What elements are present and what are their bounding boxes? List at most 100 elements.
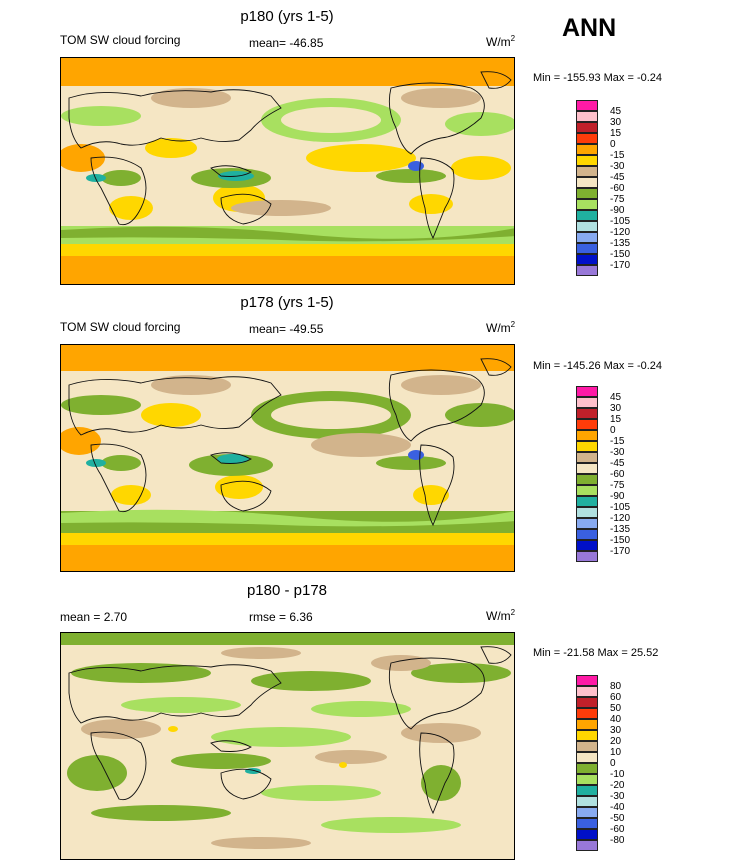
colorbar-swatch xyxy=(576,111,598,122)
panel-rmse-label: rmse = 6.36 xyxy=(249,610,313,624)
colorbar-swatch xyxy=(576,807,598,818)
colorbar-swatch xyxy=(576,697,598,708)
colorbar-swatch xyxy=(576,829,598,840)
colorbar-swatch xyxy=(576,452,598,463)
map-p180 xyxy=(60,57,515,285)
colorbar-label: 80 xyxy=(610,681,622,692)
season-label: ANN xyxy=(562,14,617,42)
colorbar-swatch xyxy=(576,166,598,177)
colorbar-swatch xyxy=(576,485,598,496)
colorbar-label: -15 xyxy=(610,150,625,161)
colorbar-label: -45 xyxy=(610,458,625,469)
colorbar-label: 30 xyxy=(610,117,622,128)
panel-left-label: TOM SW cloud forcing xyxy=(60,33,181,47)
colorbar-label: -150 xyxy=(610,249,631,260)
panel-title: p180 - p178 xyxy=(246,582,328,599)
colorbar-swatch xyxy=(576,397,598,408)
colorbar-label: -60 xyxy=(610,824,625,835)
panel-mean-label: mean= -49.55 xyxy=(249,322,324,336)
colorbar-swatch xyxy=(576,254,598,265)
colorbar-swatch xyxy=(576,551,598,562)
panel-title: p178 (yrs 1-5) xyxy=(240,294,334,311)
colorbar-label: -105 xyxy=(610,216,631,227)
map-p178 xyxy=(60,344,515,572)
panel-units: W/m2 xyxy=(486,608,516,623)
colorbar-swatch xyxy=(576,540,598,551)
panel-title: p180 (yrs 1-5) xyxy=(240,8,334,25)
colorbar-label: -80 xyxy=(610,835,625,846)
colorbar-swatch xyxy=(576,265,598,276)
colorbar-label: -150 xyxy=(610,535,631,546)
colorbar-label: -90 xyxy=(610,491,625,502)
colorbar-label: 0 xyxy=(610,139,616,150)
colorbar-swatch xyxy=(576,741,598,752)
colorbar-swatch xyxy=(576,463,598,474)
colorbar-label: 0 xyxy=(610,758,616,769)
colorbar-swatch xyxy=(576,100,598,111)
colorbar-swatch xyxy=(576,730,598,741)
colorbar-label: -20 xyxy=(610,780,625,791)
colorbar-label: -90 xyxy=(610,205,625,216)
colorbar-swatch xyxy=(576,199,598,210)
colorbar-swatch xyxy=(576,763,598,774)
colorbar-swatch xyxy=(576,474,598,485)
colorbar-swatch xyxy=(576,785,598,796)
colorbar-label: -170 xyxy=(610,546,631,557)
panel-minmax: Min = -21.58 Max = 25.52 xyxy=(533,647,659,659)
colorbar-label: 15 xyxy=(610,414,622,425)
colorbar-swatch xyxy=(576,243,598,254)
colorbar-label: -75 xyxy=(610,480,625,491)
panel-mean-label: mean= -46.85 xyxy=(249,36,324,50)
colorbar-swatch xyxy=(576,430,598,441)
map-p180-minus-p178 xyxy=(60,632,515,860)
colorbar-label: 45 xyxy=(610,392,622,403)
colorbar-swatch xyxy=(576,675,598,686)
colorbar-swatch xyxy=(576,232,598,243)
colorbar-label: 45 xyxy=(610,106,622,117)
colorbar-label: 30 xyxy=(610,725,622,736)
colorbar-swatch xyxy=(576,177,598,188)
panel-units: W/m2 xyxy=(486,320,516,335)
colorbar-swatch xyxy=(576,122,598,133)
colorbar-swatch xyxy=(576,840,598,851)
colorbar-swatch xyxy=(576,144,598,155)
colorbar-swatch xyxy=(576,507,598,518)
colorbar-swatch xyxy=(576,818,598,829)
colorbar-label: -45 xyxy=(610,172,625,183)
colorbar-swatch xyxy=(576,719,598,730)
colorbar-swatch xyxy=(576,210,598,221)
colorbar-label: -10 xyxy=(610,769,625,780)
colorbar-swatch xyxy=(576,419,598,430)
colorbar-label: -50 xyxy=(610,813,625,824)
panel-left-label: mean = 2.70 xyxy=(60,610,128,624)
colorbar-swatch xyxy=(576,529,598,540)
colorbar-label: -135 xyxy=(610,238,631,249)
colorbar-swatch xyxy=(576,496,598,507)
colorbar-label: -120 xyxy=(610,513,631,524)
colorbar-label: 15 xyxy=(610,128,622,139)
colorbar-label: -135 xyxy=(610,524,631,535)
colorbar-label: -105 xyxy=(610,502,631,513)
colorbar-label: -30 xyxy=(610,791,625,802)
colorbar-label: 20 xyxy=(610,736,622,747)
colorbar-label: -170 xyxy=(610,260,631,271)
colorbar-swatch xyxy=(576,441,598,452)
colorbar-swatch xyxy=(576,518,598,529)
colorbar-swatch xyxy=(576,221,598,232)
colorbar-label: -60 xyxy=(610,183,625,194)
panel-left-label: TOM SW cloud forcing xyxy=(60,320,181,334)
colorbar-swatch xyxy=(576,774,598,785)
colorbar-swatch xyxy=(576,708,598,719)
colorbar-label: -120 xyxy=(610,227,631,238)
colorbar-label: 40 xyxy=(610,714,622,725)
colorbar-label: -15 xyxy=(610,436,625,447)
colorbar-label: 60 xyxy=(610,692,622,703)
colorbar-swatch xyxy=(576,155,598,166)
colorbar-label: -30 xyxy=(610,161,625,172)
colorbar-label: -60 xyxy=(610,469,625,480)
colorbar-label: 30 xyxy=(610,403,622,414)
colorbar-swatch xyxy=(576,408,598,419)
colorbar-label: 10 xyxy=(610,747,622,758)
colorbar-swatch xyxy=(576,133,598,144)
colorbar-swatch xyxy=(576,386,598,397)
